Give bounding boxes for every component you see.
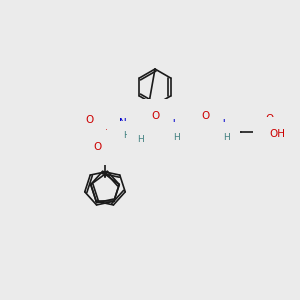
Text: OH: OH: [269, 129, 285, 139]
Text: O: O: [152, 111, 160, 121]
Text: O: O: [85, 115, 93, 125]
Text: O: O: [93, 142, 101, 152]
Text: H: H: [172, 133, 179, 142]
Text: H: H: [223, 133, 230, 142]
Text: O: O: [202, 111, 210, 121]
Text: O: O: [266, 114, 274, 124]
Text: H: H: [124, 131, 130, 140]
Text: N: N: [119, 118, 127, 128]
Text: H: H: [138, 136, 144, 145]
Text: N: N: [218, 119, 226, 129]
Text: N: N: [168, 119, 176, 129]
